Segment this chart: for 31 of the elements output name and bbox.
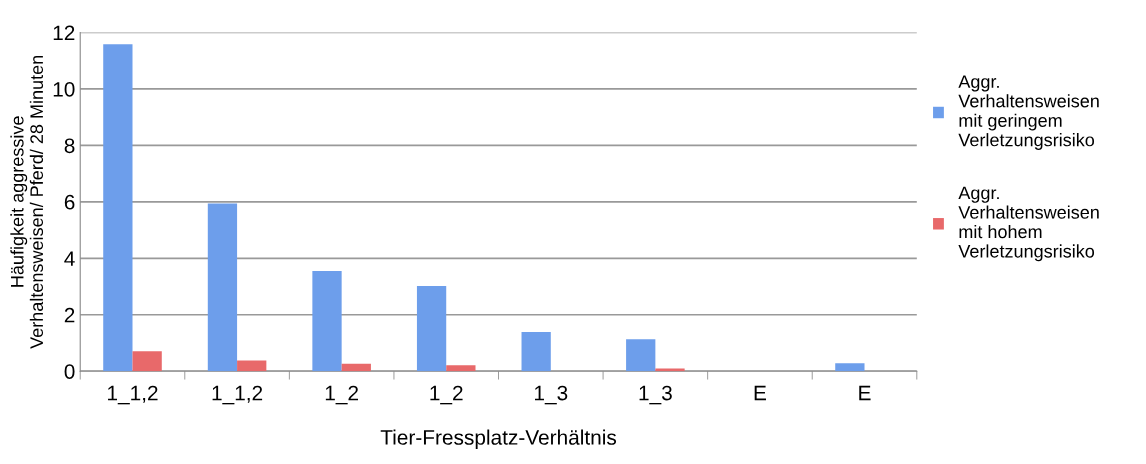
- y-tick-label: 0: [64, 364, 75, 379]
- bar: [416, 285, 447, 372]
- bar: [626, 339, 656, 372]
- x-tick-label: 1_3: [535, 385, 568, 405]
- bar: [103, 44, 133, 372]
- y-axis-title: Häufigkeit aggressive Verhaltensweisen/ Pferd/ 28 Minuten: [10, 55, 44, 349]
- bar: [655, 368, 685, 372]
- y-tick-label: 10: [53, 81, 75, 97]
- legend-label: Aggr. Verhaltensweisen mit geringem Verletzungsrisiko: [958, 75, 1099, 150]
- bar: [312, 271, 342, 372]
- bar: [132, 351, 162, 372]
- y-tick-label: 6: [64, 194, 75, 210]
- bar: [521, 331, 551, 372]
- x-tick-label: 1_2: [325, 385, 358, 405]
- y-tick-label: 8: [64, 138, 75, 154]
- bar: [207, 203, 238, 372]
- bar: [237, 360, 267, 372]
- y-tick-label: 4: [64, 251, 75, 266]
- x-tick-label: 1_2: [430, 385, 463, 405]
- bar: [446, 365, 476, 372]
- x-axis-title: Tier-Fressplatz-Verhältnis: [380, 429, 617, 449]
- y-tick-label: 2: [64, 307, 75, 323]
- bar: [835, 363, 865, 372]
- x-tick-label: E: [754, 385, 766, 401]
- y-tick-label: 12: [53, 25, 75, 41]
- x-tick-label: 1_1,2: [108, 385, 158, 405]
- legend-label: Aggr. Verhaltensweisen mit hohem Verletzungsrisiko: [958, 186, 1099, 262]
- x-tick-label: E: [859, 385, 871, 401]
- bar: [341, 363, 371, 372]
- x-tick-label: 1_1,2: [212, 385, 263, 405]
- x-tick-label: 1_3: [639, 385, 672, 405]
